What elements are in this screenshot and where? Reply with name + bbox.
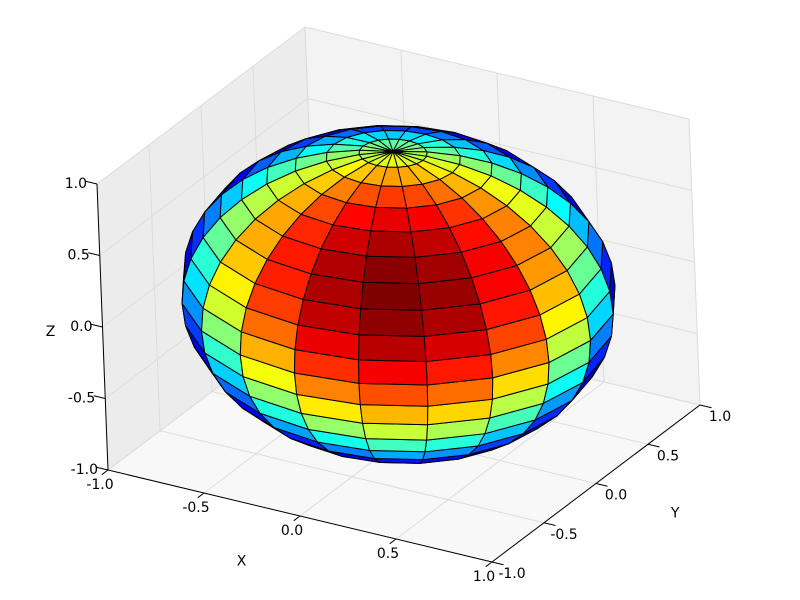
grid-line (304, 26, 690, 120)
tick-mark (85, 180, 98, 185)
z-tick-label: 0.0 (70, 319, 92, 335)
surface-patch (358, 382, 429, 407)
surface-patch (375, 185, 408, 209)
surface-patch (362, 255, 419, 285)
z-axis-label: Z (46, 324, 56, 340)
tick-mark (389, 538, 397, 545)
y-tick-label: -0.5 (550, 527, 577, 543)
tick-mark (647, 443, 660, 448)
tick-mark (88, 252, 100, 256)
z-tick-label: -1.0 (71, 462, 98, 478)
surface-patch (362, 422, 429, 441)
tick-mark (485, 561, 493, 568)
surface-patch (358, 359, 428, 386)
tick-mark (491, 561, 504, 566)
tick-mark (293, 515, 301, 522)
surface-patch (366, 230, 416, 258)
grid-line (307, 98, 692, 191)
grid-line (96, 26, 306, 185)
y-axis-label: Y (670, 506, 680, 522)
x-tick-label: -1.0 (86, 477, 113, 493)
surface-patch (360, 281, 423, 311)
x-axis (107, 469, 493, 563)
tick-mark (93, 395, 106, 399)
x-tick-label: -0.5 (182, 500, 209, 516)
x-tick-label: 1.0 (473, 569, 495, 585)
surface-patch (358, 334, 427, 363)
z-tick-label: -0.5 (68, 391, 95, 407)
surface-patch (358, 308, 425, 337)
grid-line (159, 430, 545, 524)
y-tick-label: 0.0 (605, 488, 627, 504)
x-tick-label: 0.0 (281, 523, 303, 539)
z-axis (96, 183, 109, 471)
x-tick-label: 0.5 (377, 546, 399, 562)
tick-mark (543, 522, 556, 526)
tick-mark (101, 469, 109, 476)
tick-mark (90, 323, 103, 328)
grid-line (99, 98, 309, 256)
surface-patch (359, 404, 429, 426)
y-axis (491, 404, 701, 563)
z-tick-label: 1.0 (65, 176, 87, 192)
tick-mark (197, 492, 205, 499)
surface-patch (370, 206, 412, 233)
y-tick-label: 0.5 (657, 448, 679, 464)
tick-mark (699, 404, 712, 409)
surface-patch (365, 438, 428, 453)
y-tick-label: 1.0 (709, 409, 731, 425)
z-tick-label: 0.5 (67, 248, 89, 264)
tick-mark (96, 466, 109, 471)
tick-mark (595, 483, 608, 487)
x-axis-label: X (237, 553, 247, 569)
y-tick-label: -1.0 (498, 566, 525, 582)
